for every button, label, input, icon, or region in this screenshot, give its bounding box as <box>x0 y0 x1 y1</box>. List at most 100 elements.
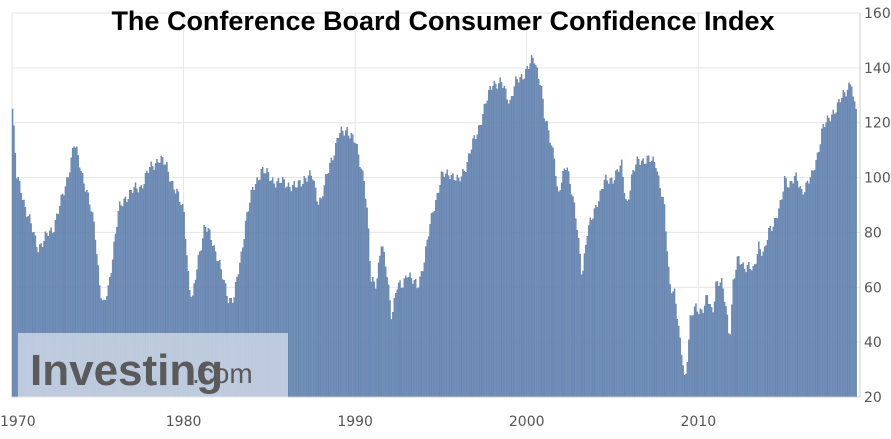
x-tick-label-1980: 1980 <box>166 414 202 430</box>
bar-337 <box>493 80 496 398</box>
bar-316 <box>463 170 466 398</box>
bar-533 <box>773 218 776 398</box>
bar-569 <box>825 122 827 398</box>
bar-440 <box>640 160 643 398</box>
bar-496 <box>721 278 723 398</box>
bar-360 <box>526 66 528 398</box>
bar-356 <box>520 74 523 398</box>
bar-578 <box>838 99 840 398</box>
bar-474 <box>689 315 691 398</box>
bar-231 <box>342 130 344 398</box>
bar-309 <box>453 180 456 398</box>
bar-220 <box>326 173 328 398</box>
bar-212 <box>314 187 317 398</box>
bar-236 <box>349 138 351 398</box>
bar-380 <box>555 176 557 398</box>
bar-386 <box>563 168 566 398</box>
bar-471 <box>685 373 687 398</box>
bar-264 <box>389 300 391 398</box>
bar-546 <box>792 183 794 398</box>
bar-576 <box>835 112 837 398</box>
y-tick-label-40: 40 <box>864 335 882 351</box>
bar-584 <box>846 89 849 398</box>
bar-462 <box>672 291 674 398</box>
bar-456 <box>663 204 666 398</box>
bar-209 <box>310 175 313 398</box>
bar-481 <box>699 308 701 398</box>
bar-315 <box>462 169 464 398</box>
bar-589 <box>853 101 856 398</box>
bar-256 <box>377 262 380 398</box>
bar-512 <box>743 268 746 398</box>
bar-575 <box>833 113 836 398</box>
bar-535 <box>776 218 779 398</box>
bar-349 <box>510 96 513 398</box>
bar-522 <box>758 241 760 398</box>
bar-368 <box>538 78 540 398</box>
bar-441 <box>642 158 644 398</box>
bar-544 <box>789 181 792 398</box>
bar-254 <box>375 288 377 398</box>
bar-482 <box>701 309 703 398</box>
bar-389 <box>568 171 570 398</box>
bar-549 <box>796 180 799 398</box>
bar-543 <box>788 187 790 398</box>
bar-463 <box>673 288 676 398</box>
bar-247 <box>365 198 367 398</box>
bar-339 <box>496 88 498 398</box>
watermark-background <box>18 333 288 399</box>
bar-279 <box>410 277 413 398</box>
bar-232 <box>343 135 345 398</box>
bar-344 <box>503 85 506 398</box>
bar-275 <box>405 275 407 398</box>
bar-321 <box>470 149 473 398</box>
bar-381 <box>556 186 558 398</box>
bar-398 <box>580 274 583 398</box>
bar-422 <box>615 170 617 398</box>
bar-411 <box>599 190 601 398</box>
bar-260 <box>383 251 385 398</box>
bar-273 <box>402 287 404 398</box>
bar-3 <box>16 178 18 398</box>
bar-330 <box>483 103 486 398</box>
bar-515 <box>748 261 750 398</box>
bar-277 <box>407 277 410 398</box>
y-tick-label-120: 120 <box>864 116 891 132</box>
bar-353 <box>516 79 518 398</box>
bar-506 <box>735 269 737 398</box>
bar-241 <box>356 143 358 398</box>
bar-574 <box>832 109 834 398</box>
bar-438 <box>638 158 640 398</box>
bar-552 <box>801 189 803 398</box>
bar-350 <box>512 96 514 398</box>
bar-296 <box>435 200 437 398</box>
bar-255 <box>376 278 378 398</box>
bar-354 <box>517 82 520 398</box>
bar-371 <box>542 98 544 398</box>
bar-491 <box>713 301 716 398</box>
bar-305 <box>447 175 450 398</box>
bar-298 <box>437 192 440 398</box>
bar-445 <box>648 155 650 398</box>
bar-308 <box>452 173 454 398</box>
bar-570 <box>826 115 829 398</box>
bar-340 <box>497 83 500 398</box>
bar-221 <box>327 173 330 398</box>
bar-478 <box>695 303 697 398</box>
bar-519 <box>753 264 756 398</box>
bar-346 <box>506 99 508 398</box>
y-tick-label-20: 20 <box>864 390 882 406</box>
bar-426 <box>620 159 623 398</box>
bar-402 <box>586 236 589 398</box>
bar-237 <box>350 133 353 398</box>
y-tick-label-140: 140 <box>864 61 891 77</box>
bar-1 <box>13 125 15 398</box>
bar-459 <box>668 266 670 398</box>
bar-289 <box>425 246 427 398</box>
bar-400 <box>583 253 586 398</box>
bar-239 <box>353 142 355 398</box>
bar-442 <box>643 163 646 398</box>
bar-286 <box>420 271 423 398</box>
bar-467 <box>679 337 681 398</box>
bar-265 <box>390 319 393 398</box>
